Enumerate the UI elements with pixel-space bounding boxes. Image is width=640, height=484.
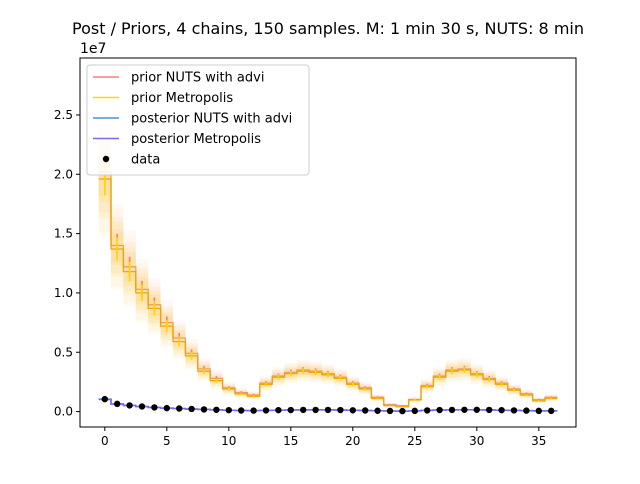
legend: prior NUTS with advi prior Metropolis post…: [86, 64, 310, 176]
data-point-24: [399, 407, 406, 415]
x-tick-label-7: 35: [531, 434, 546, 448]
data-point-15: [287, 406, 294, 414]
data-point-14: [275, 406, 282, 414]
data-point-30: [473, 406, 480, 413]
data-point-29: [461, 406, 468, 413]
y-tick-label-5: 2.5: [54, 108, 73, 122]
x-tick-label-2: 10: [221, 434, 236, 448]
data-point-28: [448, 406, 456, 414]
data-point-21: [362, 407, 369, 414]
y-tick-label-3: 1.5: [54, 227, 73, 241]
data-point-7: [188, 405, 195, 413]
data-point-19: [337, 406, 344, 414]
data-point-3: [138, 403, 146, 410]
data-point-12: [250, 407, 257, 414]
data-point-33: [510, 407, 518, 414]
data-point-0: [101, 395, 109, 403]
legend-label-1: prior Metropolis: [131, 91, 233, 106]
x-tick-label-5: 25: [407, 434, 422, 448]
data-point-22: [374, 407, 381, 414]
y-tick-label-1: 0.5: [54, 345, 73, 359]
data-point-32: [498, 406, 505, 414]
y-tick-label-0: 0.0: [54, 405, 73, 419]
legend-label-3: posterior Metropolis: [131, 132, 261, 147]
x-tick-label-4: 20: [345, 434, 360, 448]
data-point-25: [411, 407, 418, 415]
data-point-16: [300, 406, 307, 414]
data-point-11: [238, 407, 245, 414]
data-points: [101, 395, 555, 415]
legend-label-2: posterior NUTS with advi: [131, 112, 292, 127]
data-point-27: [436, 406, 443, 414]
x-tick-label-1: 5: [163, 434, 171, 448]
data-point-18: [324, 406, 332, 414]
legend-box: [86, 64, 310, 176]
legend-label-4: data: [131, 153, 160, 168]
data-point-23: [386, 407, 394, 415]
chart-title: Post / Priors, 4 chains, 150 samples. M:…: [72, 19, 584, 38]
x-tick-label-0: 0: [101, 434, 109, 448]
data-point-10: [225, 406, 232, 414]
data-point-36: [548, 407, 555, 415]
y-offset-label: 1e7: [80, 41, 106, 57]
legend-label-0: prior NUTS with advi: [131, 71, 264, 86]
data-point-34: [523, 407, 530, 414]
data-point-17: [312, 406, 319, 414]
data-point-2: [126, 402, 133, 409]
x-tick-label-6: 30: [469, 434, 484, 448]
y-tick-label-4: 2.0: [54, 167, 73, 181]
y-tick-label-2: 1.0: [54, 286, 73, 300]
legend-marker-4: [102, 155, 110, 163]
x-tick-label-3: 15: [283, 434, 298, 448]
data-point-26: [424, 407, 431, 414]
data-point-1: [114, 400, 121, 408]
data-point-6: [176, 405, 183, 412]
data-point-35: [535, 407, 542, 415]
data-point-9: [213, 406, 220, 413]
data-point-8: [200, 406, 208, 413]
data-point-31: [486, 406, 493, 414]
data-point-5: [163, 404, 170, 412]
data-point-20: [349, 407, 356, 414]
data-point-13: [262, 407, 270, 414]
axes: 0 5 10 15 20 25 30 35 0.0 0.5 1.0 1.5 2.0 2.5: [54, 57, 577, 448]
plot-frame: [79, 57, 577, 428]
data-point-4: [151, 404, 158, 411]
